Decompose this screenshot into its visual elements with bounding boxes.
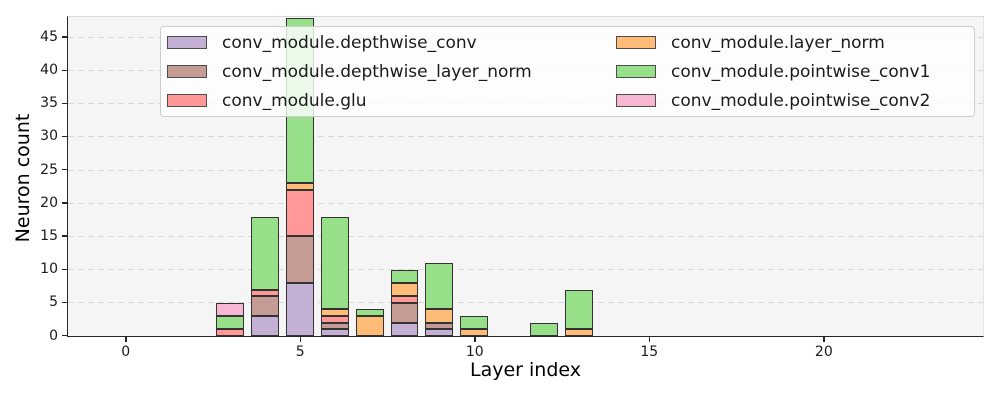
- legend-swatch: [167, 36, 207, 49]
- x-tick-label: 15: [640, 344, 659, 360]
- legend: conv_module.depthwise_conv conv_module.de…: [160, 26, 975, 117]
- bar-segment: [390, 302, 419, 323]
- gridline: [68, 169, 983, 171]
- bar-segment: [565, 289, 593, 330]
- bar-segment: [355, 309, 384, 317]
- legend-item: conv_module.depthwise_layer_norm: [167, 62, 616, 82]
- bar-segment: [530, 322, 559, 336]
- bar-segment: [215, 316, 244, 330]
- bar-segment: [355, 316, 384, 336]
- legend-item: conv_module.pointwise_conv2: [616, 91, 966, 111]
- bar-segment: [460, 316, 489, 330]
- bar-segment: [460, 329, 489, 336]
- gridline: [68, 302, 983, 304]
- bar-segment: [320, 329, 349, 336]
- legend-swatch: [167, 94, 207, 107]
- bar-segment: [390, 322, 419, 336]
- gridline: [68, 136, 983, 138]
- bar-segment: [320, 322, 349, 330]
- y-tick: [62, 69, 67, 71]
- legend-item: conv_module.depthwise_conv: [167, 33, 616, 53]
- x-tick-label: 10: [465, 344, 484, 360]
- legend-label: conv_module.layer_norm: [671, 32, 885, 53]
- y-tick: [62, 169, 67, 171]
- y-tick-label: 10: [40, 261, 58, 278]
- legend-swatch: [167, 65, 207, 78]
- x-tick-label: 20: [814, 344, 833, 360]
- gridline: [68, 235, 983, 237]
- bar-segment: [250, 296, 279, 317]
- bar-segment: [390, 296, 419, 303]
- bar-segment: [215, 302, 244, 317]
- bar-segment: [285, 282, 314, 336]
- bar-segment: [565, 329, 593, 336]
- gridline: [68, 269, 983, 271]
- legend-swatch: [616, 94, 656, 107]
- y-tick-label: 0: [49, 327, 58, 344]
- x-tick-label: 5: [295, 344, 305, 360]
- legend-label: conv_module.glu: [222, 90, 367, 111]
- x-axis-title: Layer index: [470, 359, 581, 381]
- bar-segment: [320, 216, 349, 310]
- y-tick-label: 30: [40, 128, 58, 145]
- y-tick-label: 35: [40, 95, 58, 112]
- bar-segment: [250, 316, 279, 336]
- y-tick: [62, 301, 67, 304]
- legend-swatch: [616, 65, 656, 78]
- bar-segment: [425, 322, 454, 330]
- y-tick: [62, 135, 67, 138]
- y-tick-label: 45: [40, 28, 58, 45]
- bar-segment: [425, 309, 454, 323]
- x-tick: [299, 337, 302, 342]
- bar-segment: [285, 190, 314, 237]
- bar-segment: [390, 269, 419, 283]
- legend-label: conv_module.pointwise_conv2: [671, 90, 931, 111]
- bar-segment: [285, 183, 314, 191]
- legend-label: conv_module.depthwise_conv: [222, 32, 477, 53]
- legend-item: conv_module.pointwise_conv1: [616, 62, 966, 82]
- y-tick: [62, 102, 67, 105]
- legend-label: conv_module.pointwise_conv1: [671, 61, 931, 82]
- x-tick: [648, 337, 651, 342]
- y-tick-label: 20: [40, 194, 58, 211]
- legend-label: conv_module.depthwise_layer_norm: [222, 61, 532, 82]
- y-tick-label: 15: [40, 227, 58, 244]
- y-tick: [62, 335, 67, 337]
- gridline: [68, 202, 983, 204]
- legend-item: conv_module.layer_norm: [616, 33, 966, 53]
- y-tick: [62, 36, 67, 38]
- bar-segment: [425, 263, 454, 310]
- legend-item: conv_module.glu: [167, 91, 616, 111]
- bar-segment: [215, 329, 244, 336]
- bar-segment: [425, 329, 454, 336]
- y-tick: [62, 235, 67, 237]
- y-tick-label: 25: [40, 161, 58, 178]
- bar-segment: [250, 289, 279, 297]
- x-tick: [474, 337, 476, 342]
- y-tick: [62, 202, 67, 204]
- y-tick: [62, 268, 67, 270]
- legend-swatch: [616, 36, 656, 49]
- bar-segment: [320, 309, 349, 317]
- y-tick-label: 40: [40, 62, 58, 79]
- bar-segment: [320, 316, 349, 323]
- x-tick: [823, 337, 825, 342]
- bar-segment: [390, 282, 419, 297]
- bar-segment: [250, 216, 279, 290]
- x-tick: [125, 337, 127, 342]
- y-tick-label: 5: [49, 294, 58, 311]
- bar-segment: [285, 236, 314, 283]
- x-tick-label: 0: [121, 344, 131, 360]
